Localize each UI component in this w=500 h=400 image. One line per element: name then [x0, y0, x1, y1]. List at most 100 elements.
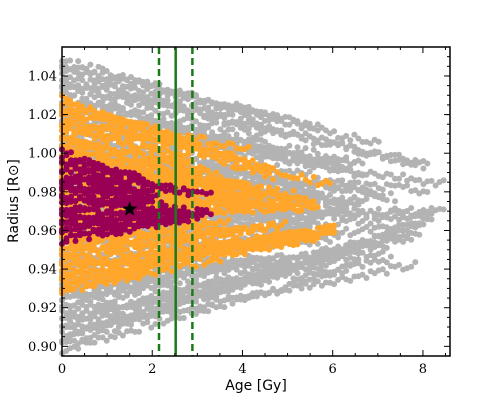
model-point — [302, 154, 309, 161]
model-point — [95, 295, 102, 302]
model-point — [115, 324, 122, 330]
model-point — [241, 224, 248, 231]
model-point — [205, 290, 212, 297]
model-point — [99, 303, 106, 309]
model-point — [278, 252, 285, 258]
model-point — [213, 263, 220, 270]
model-point — [79, 327, 86, 334]
model-point — [258, 281, 264, 288]
model-point — [124, 260, 130, 267]
model-point — [184, 286, 191, 293]
model-point — [83, 252, 90, 259]
model-point — [164, 304, 171, 311]
model-point — [298, 263, 305, 270]
model-point — [152, 298, 159, 305]
model-point — [249, 271, 256, 278]
model-point — [184, 107, 191, 114]
model-point — [424, 189, 431, 195]
model-point — [274, 226, 281, 233]
model-point — [310, 281, 317, 288]
model-point — [347, 166, 354, 173]
model-point — [99, 334, 106, 341]
model-point — [71, 267, 78, 274]
model-point — [184, 278, 191, 285]
model-point — [91, 69, 98, 76]
model-point — [180, 271, 187, 278]
model-point — [233, 226, 240, 233]
model-point — [396, 234, 402, 240]
model-point — [331, 128, 338, 135]
model-point — [221, 297, 228, 304]
model-point — [164, 235, 171, 242]
model-point — [392, 229, 398, 236]
model-point — [197, 110, 204, 117]
model-point — [209, 129, 216, 136]
model-point — [67, 57, 74, 64]
model-point — [302, 251, 309, 258]
model-point — [392, 198, 398, 205]
model-point — [152, 271, 159, 278]
model-point — [152, 288, 159, 295]
model-point — [428, 216, 435, 223]
model-point — [286, 142, 293, 149]
model-point — [408, 263, 415, 270]
model-point — [363, 275, 370, 281]
model-point — [400, 171, 407, 178]
model-point — [176, 280, 183, 287]
model-point — [318, 282, 325, 289]
model-point — [119, 332, 126, 339]
model-point — [318, 190, 325, 197]
model-point — [79, 311, 86, 318]
model-point — [355, 179, 362, 186]
model-point — [71, 64, 78, 70]
model-point — [314, 278, 321, 285]
model-point — [286, 287, 293, 294]
model-point — [140, 241, 147, 248]
model-point — [440, 206, 447, 213]
model-point — [201, 304, 208, 311]
model-point — [115, 319, 122, 326]
model-point — [71, 322, 78, 329]
model-point — [124, 90, 130, 97]
model-point — [383, 197, 390, 204]
model-point — [132, 107, 139, 114]
model-point — [286, 270, 293, 277]
model-point — [245, 294, 252, 301]
model-point — [343, 225, 350, 232]
model-point — [355, 256, 362, 263]
model-point — [245, 275, 252, 282]
model-point — [396, 221, 402, 228]
model-point — [124, 246, 130, 253]
model-point — [107, 287, 114, 294]
model-point — [294, 270, 301, 277]
model-point — [440, 177, 447, 184]
model-point — [63, 315, 70, 321]
model-point — [396, 261, 402, 268]
model-point — [278, 260, 285, 267]
model-point — [383, 259, 390, 266]
model-point — [310, 270, 317, 277]
model-point — [359, 249, 366, 256]
model-point — [225, 231, 232, 238]
model-point — [428, 177, 435, 184]
model-point — [221, 227, 228, 233]
model-point — [375, 206, 382, 212]
model-point — [310, 264, 317, 271]
model-point — [290, 275, 297, 282]
model-point — [262, 245, 268, 252]
model-point — [367, 228, 374, 235]
model-point — [75, 330, 82, 337]
model-point — [119, 105, 126, 111]
model-point — [67, 293, 74, 300]
model-point — [416, 231, 423, 238]
model-point — [205, 308, 212, 315]
model-point — [180, 294, 187, 301]
model-point — [379, 248, 386, 255]
model-point — [71, 302, 78, 309]
model-point — [253, 233, 260, 240]
model-point — [140, 300, 147, 307]
model-point — [375, 149, 382, 156]
model-point — [83, 81, 90, 88]
model-point — [253, 108, 260, 115]
model-point — [302, 145, 309, 152]
